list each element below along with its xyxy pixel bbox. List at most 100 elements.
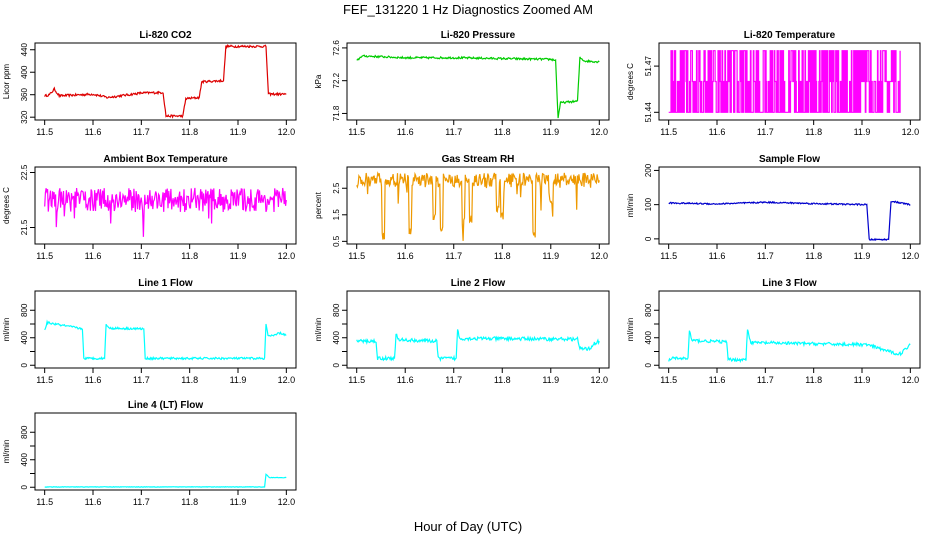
x-tick-label: 11.8 — [805, 375, 822, 385]
y-tick-label: 100 — [644, 197, 653, 211]
figure-xlabel: Hour of Day (UTC) — [414, 519, 522, 534]
x-tick-label: 12.0 — [591, 375, 609, 385]
x-tick-label: 11.5 — [660, 375, 677, 385]
y-tick-label: 800 — [332, 303, 341, 317]
x-tick-label: 11.7 — [757, 375, 774, 385]
x-tick-label: 12.0 — [278, 497, 296, 507]
x-tick-label: 11.5 — [660, 251, 677, 261]
x-tick-label: 11.9 — [230, 127, 247, 137]
panel-line2: Line 2 Flow ml/min 11.5 11.6 11.7 11.8 11.9 12.… — [314, 278, 610, 385]
x-tick-label: 11.7 — [445, 375, 462, 385]
panel-title: Sample Flow — [759, 154, 820, 165]
x-tick-label: 11.7 — [445, 127, 462, 137]
x-tick-label: 11.7 — [133, 375, 150, 385]
y-tick-label: 0.5 — [332, 235, 341, 247]
x-tick-label: 11.9 — [542, 251, 559, 261]
y-tick-label: 400 — [332, 331, 341, 345]
y-axis-label: Licor ppm — [2, 64, 11, 99]
series-line-ambient — [44, 187, 287, 237]
x-tick-label: 11.7 — [757, 127, 774, 137]
panel-rh: Gas Stream RH percent 11.5 11.6 11.7 11.8 11.9… — [314, 154, 610, 261]
panel-title: Li-820 Pressure — [441, 30, 516, 41]
x-tick-label: 11.6 — [397, 127, 414, 137]
y-axis-label: ml/min — [626, 318, 635, 342]
plot-frame — [346, 42, 610, 121]
plot-frame — [346, 166, 610, 245]
x-tick-label: 11.9 — [230, 251, 247, 261]
x-tick-label: 11.9 — [230, 497, 247, 507]
y-axis-label: kPa — [314, 74, 323, 88]
y-tick-label: 0 — [644, 362, 653, 367]
y-tick-label: 0 — [644, 236, 653, 241]
y-tick-label: 1.5 — [332, 209, 341, 221]
y-axis-label: ml/min — [2, 318, 11, 342]
y-tick-label: 0 — [332, 362, 341, 367]
panel-line1: Line 1 Flow ml/min 11.5 11.6 11.7 11.8 11.9 12.… — [2, 278, 297, 385]
x-tick-label: 11.5 — [36, 497, 53, 507]
y-tick-label: 200 — [644, 163, 653, 177]
x-tick-label: 11.5 — [36, 127, 53, 137]
plot-frame — [34, 42, 297, 121]
series-line-line1 — [44, 319, 287, 361]
panel-line3: Line 3 Flow ml/min 11.5 11.6 11.7 11.8 11.9 12.… — [626, 278, 921, 385]
y-tick-label: 0 — [20, 362, 29, 367]
plot-frame — [34, 166, 297, 245]
y-axis-label: ml/min — [2, 440, 11, 464]
x-tick-label: 11.9 — [854, 127, 871, 137]
x-tick-label: 11.5 — [36, 375, 53, 385]
y-tick-label: 400 — [20, 65, 29, 79]
panel-title: Line 1 Flow — [138, 278, 193, 289]
plot-frame — [34, 412, 297, 491]
x-tick-label: 11.8 — [494, 375, 511, 385]
x-tick-label: 11.7 — [445, 251, 462, 261]
x-tick-label: 11.6 — [85, 127, 102, 137]
y-tick-label: 51.44 — [644, 102, 653, 123]
x-tick-label: 11.8 — [181, 497, 198, 507]
x-tick-label: 11.6 — [85, 497, 102, 507]
x-tick-label: 11.7 — [133, 127, 150, 137]
x-tick-label: 11.5 — [348, 375, 365, 385]
plot-frame — [346, 290, 610, 369]
y-tick-label: 0 — [20, 484, 29, 489]
x-tick-label: 11.9 — [230, 375, 247, 385]
x-tick-label: 12.0 — [902, 375, 920, 385]
x-tick-label: 12.0 — [278, 127, 296, 137]
x-tick-label: 11.8 — [181, 375, 198, 385]
x-tick-label: 11.5 — [348, 127, 365, 137]
panel-ambient: Ambient Box Temperature degrees C 11.5 11.6… — [2, 154, 297, 261]
y-tick-label: 360 — [20, 87, 29, 101]
panel-temperature: Li-820 Temperature degrees C 11.5 11.6 11.7 1… — [626, 30, 921, 137]
x-tick-label: 11.8 — [494, 127, 511, 137]
plot-frame — [658, 166, 921, 245]
panel-co2: Li-820 CO2 Licor ppm 11.5 11.6 11.7 11.8 11.9 1… — [2, 30, 297, 137]
series-line-co2 — [44, 43, 287, 119]
panel-title: Line 4 (LT) Flow — [128, 400, 204, 411]
x-tick-label: 11.5 — [660, 127, 677, 137]
series-line-rh — [356, 171, 600, 241]
x-tick-label: 11.7 — [133, 251, 150, 261]
plot-frame — [658, 42, 921, 121]
x-tick-label: 11.8 — [805, 127, 822, 137]
x-tick-label: 12.0 — [902, 127, 920, 137]
y-axis-label: degrees C — [2, 187, 11, 224]
y-tick-label: 2.5 — [332, 182, 341, 194]
y-tick-label: 72.2 — [332, 72, 341, 88]
x-tick-label: 12.0 — [278, 375, 296, 385]
panel-title: Line 3 Flow — [762, 278, 817, 289]
y-tick-label: 72.6 — [332, 40, 341, 56]
y-tick-label: 22.5 — [20, 164, 29, 180]
y-axis-label: percent — [314, 191, 323, 218]
panel-title: Line 2 Flow — [451, 278, 506, 289]
panel-pressure: Li-820 Pressure kPa 11.5 11.6 11.7 11.8 11.9 12… — [314, 30, 610, 137]
y-tick-label: 320 — [20, 110, 29, 124]
y-tick-label: 400 — [644, 331, 653, 345]
series-line-pressure — [356, 54, 600, 119]
x-tick-label: 11.6 — [709, 375, 726, 385]
x-tick-label: 12.0 — [278, 251, 296, 261]
x-tick-label: 11.6 — [397, 251, 414, 261]
y-tick-label: 51.47 — [644, 56, 653, 77]
x-tick-label: 11.5 — [348, 251, 365, 261]
y-tick-label: 71.8 — [332, 105, 341, 121]
x-tick-label: 11.6 — [709, 127, 726, 137]
